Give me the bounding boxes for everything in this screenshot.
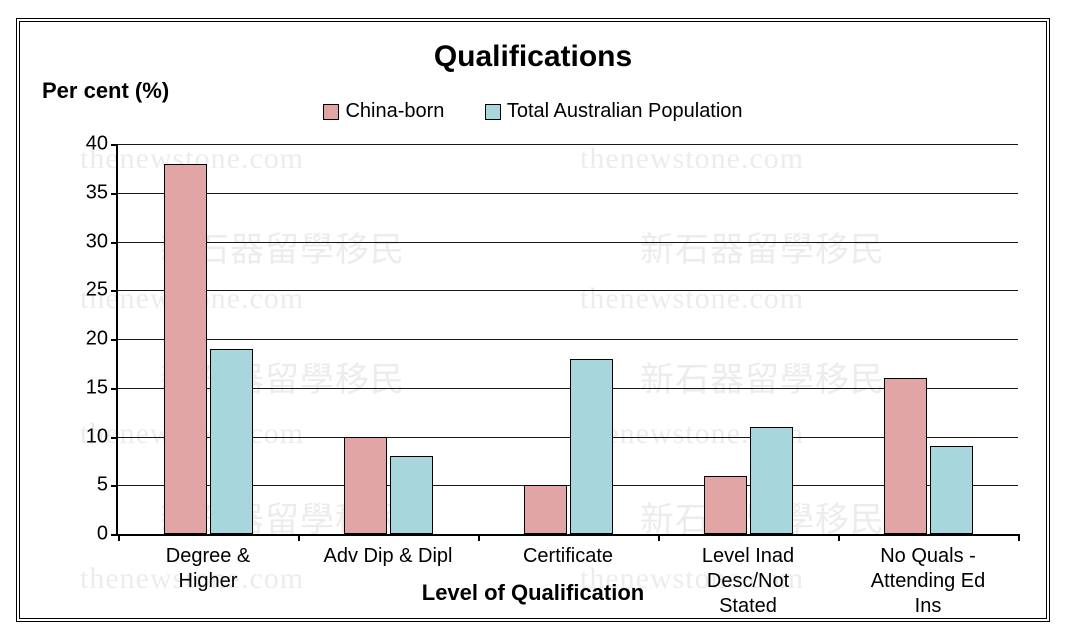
x-tick-label: Certificate [481, 544, 655, 569]
x-tick-mark [118, 534, 120, 541]
y-tick-mark [111, 485, 118, 487]
plot-area: 0510152025303540Degree &HigherAdv Dip & … [116, 144, 1018, 536]
legend-label: Total Australian Population [507, 100, 743, 123]
y-tick-label: 30 [86, 230, 108, 253]
chart-frame: thenewstone.com thenewstone.com 新石器留學移民 … [16, 18, 1050, 622]
x-tick-mark [478, 534, 480, 541]
y-tick-label: 20 [86, 328, 108, 351]
legend: China-born Total Australian Population [20, 100, 1046, 125]
y-tick-label: 25 [86, 279, 108, 302]
y-tick-label: 10 [86, 425, 108, 448]
legend-swatch-icon [323, 104, 339, 120]
bar [390, 456, 433, 534]
y-tick-mark [111, 242, 118, 244]
y-tick-label: 35 [86, 181, 108, 204]
y-tick-mark [111, 144, 118, 146]
gridline [118, 193, 1018, 194]
x-tick-mark [658, 534, 660, 541]
bar [164, 164, 207, 535]
gridline [118, 144, 1018, 145]
x-tick-mark [838, 534, 840, 541]
legend-item: China-born [323, 100, 444, 123]
y-tick-label: 15 [86, 376, 108, 399]
x-tick-mark [298, 534, 300, 541]
legend-swatch-icon [485, 104, 501, 120]
bar [704, 476, 747, 535]
gridline [118, 339, 1018, 340]
gridline [118, 242, 1018, 243]
x-tick-mark [1018, 534, 1020, 541]
y-tick-label: 40 [86, 133, 108, 156]
legend-item: Total Australian Population [485, 100, 743, 123]
bar [344, 437, 387, 535]
gridline [118, 290, 1018, 291]
y-tick-mark [111, 290, 118, 292]
y-tick-mark [111, 388, 118, 390]
y-tick-mark [111, 193, 118, 195]
y-tick-mark [111, 437, 118, 439]
y-tick-mark [111, 339, 118, 341]
legend-label: China-born [345, 100, 444, 123]
bar [750, 427, 793, 534]
x-axis-title: Level of Qualification [20, 580, 1046, 606]
x-tick-label: Adv Dip & Dipl [301, 544, 475, 569]
y-tick-label: 5 [97, 474, 108, 497]
bar [570, 359, 613, 535]
y-tick-label: 0 [97, 523, 108, 546]
bar [524, 485, 567, 534]
bar [930, 446, 973, 534]
y-tick-mark [111, 534, 118, 536]
chart-title: Qualifications [20, 40, 1046, 74]
bar [210, 349, 253, 534]
bar [884, 378, 927, 534]
